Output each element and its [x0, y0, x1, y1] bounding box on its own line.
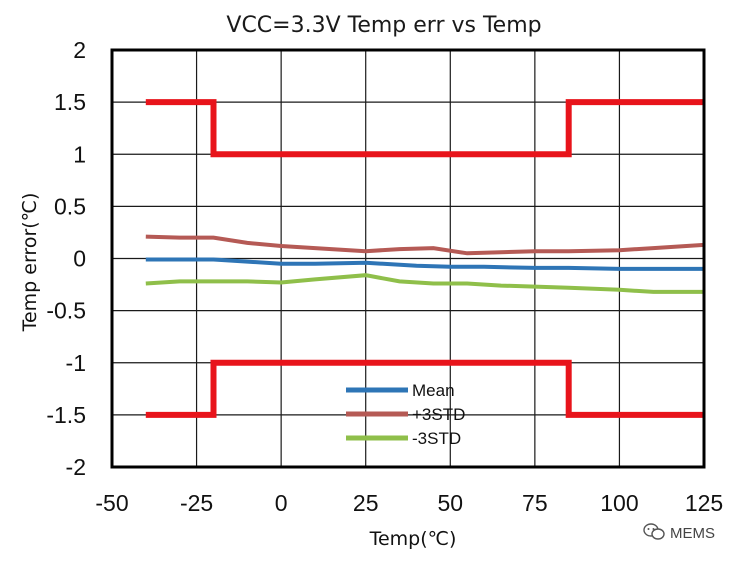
y-tick-label: 0 — [73, 246, 86, 272]
y-axis-label: Temp error(℃) — [19, 193, 41, 333]
series-group — [145, 99, 705, 418]
y-tick-label: -0.5 — [46, 298, 86, 324]
series-line-3std — [145, 234, 705, 256]
legend-label: -3STD — [412, 429, 461, 448]
x-tick-label: 50 — [437, 490, 463, 516]
x-axis-label: Temp(℃) — [369, 528, 457, 550]
y-tick-label: 2 — [73, 37, 86, 63]
y-tick-label: 1.5 — [54, 89, 86, 115]
watermark-text: MEMS — [670, 525, 715, 542]
legend-label: Mean — [412, 381, 455, 400]
x-tick-labels: -50 -25 0 25 50 75 100 125 — [95, 490, 723, 516]
series-line-mean — [145, 257, 704, 271]
y-tick-label: 0.5 — [54, 193, 86, 219]
x-tick-label: 100 — [600, 490, 638, 516]
y-tick-label: 1 — [73, 141, 86, 167]
y-tick-labels: 2 1.5 1 0.5 0 -0.5 -1 -1.5 -2 — [46, 37, 86, 480]
x-tick-label: 75 — [522, 490, 548, 516]
plot-frame — [110, 48, 706, 469]
series-line-3std — [145, 273, 704, 294]
y-tick-label: -2 — [66, 454, 86, 480]
legend-label: +3STD — [412, 405, 465, 424]
series-line-lower-limit — [145, 359, 704, 418]
y-tick-label: -1 — [66, 350, 86, 376]
x-tick-label: 25 — [353, 490, 379, 516]
wechat-icon — [643, 523, 665, 540]
series-line-upper-limit — [145, 99, 704, 158]
x-tick-label: -50 — [95, 490, 128, 516]
x-tick-label: 125 — [685, 490, 723, 516]
x-tick-label: 0 — [275, 490, 288, 516]
watermark: MEMS — [643, 523, 715, 542]
legend: Mean +3STD -3STD — [346, 381, 465, 448]
x-tick-label: -25 — [180, 490, 213, 516]
chart-title: VCC=3.3V Temp err vs Temp — [226, 13, 541, 38]
y-tick-label: -1.5 — [46, 402, 86, 428]
